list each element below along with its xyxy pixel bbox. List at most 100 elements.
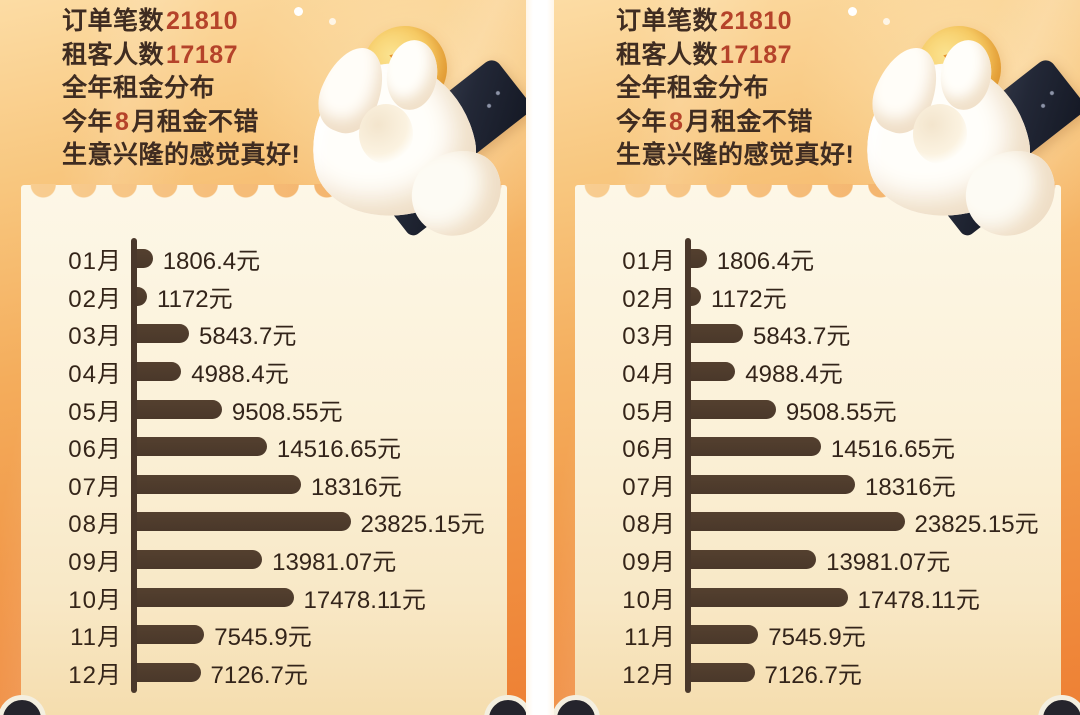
header-line: 全年租金分布 xyxy=(62,74,216,102)
chart-row: 08月 23825.15元 xyxy=(591,503,1038,541)
header-line: 今年8月租金不错 xyxy=(616,107,813,136)
month-label: 01月 xyxy=(68,248,122,276)
rent-bar xyxy=(690,362,736,382)
rent-value-label: 13981.07元 xyxy=(826,549,951,577)
panel-divider xyxy=(526,0,554,715)
chart-row: 04月 4988.4元 xyxy=(37,353,485,391)
rent-bar xyxy=(136,286,147,306)
month-label: 02月 xyxy=(68,285,122,313)
rent-value-label: 9508.55元 xyxy=(231,398,343,426)
chart-row: 02月 1172元 xyxy=(591,278,1039,316)
chart-row: 05月 9508.55元 xyxy=(591,390,1039,428)
month-label: 07月 xyxy=(622,473,676,501)
chart-row: 01月 1806.4元 xyxy=(37,240,485,278)
rent-stats-panel: 订单笔数21810 租客人数17187 全年租金分布今年8月租金不错生意兴隆的感觉真… xyxy=(0,0,526,715)
rent-value-label: 7126.7元 xyxy=(210,661,308,689)
rent-value-label: 7126.7元 xyxy=(764,661,862,689)
header-line: 生意兴隆的感觉真好! xyxy=(616,141,855,169)
header-line: 租客人数17187 xyxy=(62,40,239,69)
rent-value-label: 4988.4元 xyxy=(191,361,289,389)
rent-value-label: 5843.7元 xyxy=(753,323,851,351)
rent-bar xyxy=(690,550,817,570)
stats-header: 订单笔数21810 租客人数17187 全年租金分布 今年8月租金不错 生意兴隆的感觉真… xyxy=(616,5,854,173)
rent-bar-chart: 01月 1806.4元 02月 1172元 03月 5843.7元 04月 4988.4元 05… xyxy=(591,238,1039,693)
rent-stats-panel: 订单笔数21810 租客人数17187 全年租金分布 今年8月租金不错 生意兴隆的感觉真… xyxy=(554,0,1080,715)
rent-bar xyxy=(136,512,351,532)
rent-value-label: 13981.07元 xyxy=(272,549,397,577)
chart-row: 10月 17478.11元 xyxy=(37,578,485,616)
rent-bar xyxy=(690,437,821,457)
chart-row: 03月 5843.7元 xyxy=(37,315,485,353)
rent-bar xyxy=(690,249,707,269)
rent-bar xyxy=(690,324,743,344)
month-label: 10月 xyxy=(68,586,122,614)
rent-value-label: 4988.4元 xyxy=(745,361,843,389)
coin-hand-illustration: ¥ xyxy=(850,6,1080,252)
month-label: 11月 xyxy=(624,624,676,652)
rent-value-label: 17478.11元 xyxy=(303,586,426,614)
month-label: 04月 xyxy=(68,361,122,389)
sparkle-dot-icon xyxy=(294,7,303,16)
receipt-card: 01月 1806.4元 02月 1172元 03月 5843.7元 04月 4988.4元 05… xyxy=(21,184,507,715)
chart-row: 09月 13981.07元 xyxy=(37,541,485,579)
rent-bar xyxy=(136,550,263,570)
rent-value-label: 17478.11元 xyxy=(857,586,980,614)
rent-value-label: 7545.9元 xyxy=(214,624,312,652)
rent-bar xyxy=(136,474,301,494)
rent-value-label: 14516.65元 xyxy=(276,436,401,464)
chart-row: 08月 23825.15元 xyxy=(37,503,484,541)
header-line: 订单笔数21810 xyxy=(62,7,239,35)
month-label: 10月 xyxy=(622,586,676,614)
month-label: 02月 xyxy=(622,285,676,313)
rent-bar xyxy=(690,625,759,645)
hand-shadow-shape xyxy=(359,104,413,164)
header-line: 订单笔数21810 xyxy=(616,7,793,35)
rent-bar xyxy=(136,324,189,344)
rent-bar xyxy=(136,587,294,607)
chart-axis-line xyxy=(685,238,691,693)
month-label: 09月 xyxy=(68,549,122,577)
rent-bar xyxy=(690,662,755,682)
chart-row: 12月 7126.7元 xyxy=(591,654,1039,692)
month-label: 01月 xyxy=(622,248,676,276)
rent-bar xyxy=(136,362,182,382)
header-line: 生意兴隆的感觉真好! xyxy=(62,141,301,169)
header-number: 8 xyxy=(115,107,130,136)
header-number: 21810 xyxy=(720,7,793,35)
month-label: 07月 xyxy=(68,473,122,501)
header-number: 17187 xyxy=(166,40,239,69)
rent-value-label: 1172元 xyxy=(711,285,787,313)
chart-row: 02月 1172元 xyxy=(37,278,485,316)
chart-row: 03月 5843.7元 xyxy=(591,315,1039,353)
month-label: 06月 xyxy=(68,436,122,464)
chart-row: 11月 7545.9元 xyxy=(591,616,1039,654)
month-label: 12月 xyxy=(68,661,122,689)
chart-row: 12月 7126.7元 xyxy=(37,654,485,692)
rent-value-label: 9508.55元 xyxy=(785,398,897,426)
rent-value-label: 1172元 xyxy=(157,285,233,313)
chart-row: 11月 7545.9元 xyxy=(37,616,485,654)
rent-value-label: 1806.4元 xyxy=(716,248,815,276)
chart-rows: 01月 1806.4元 02月 1172元 03月 5843.7元 04月 4988.4元 05… xyxy=(37,240,485,692)
month-label: 03月 xyxy=(68,323,122,351)
header-line: 全年租金分布 xyxy=(616,74,770,102)
rent-bar xyxy=(690,399,776,419)
coin-hand-illustration: ¥ xyxy=(296,6,526,252)
month-label: 12月 xyxy=(622,661,676,689)
header-line: 今年8月租金不错 xyxy=(62,107,259,136)
month-label: 09月 xyxy=(622,549,676,577)
rent-value-label: 7545.9元 xyxy=(768,624,866,652)
month-label: 05月 xyxy=(68,398,122,426)
rent-bar xyxy=(136,662,201,682)
rent-value-label: 18316元 xyxy=(311,473,402,501)
month-label: 06月 xyxy=(622,436,676,464)
sparkle-dot-icon xyxy=(883,18,890,25)
month-label: 05月 xyxy=(622,398,676,426)
rent-bar xyxy=(690,512,905,532)
chart-row: 05月 9508.55元 xyxy=(37,390,485,428)
chart-row: 09月 13981.07元 xyxy=(591,541,1039,579)
hand-shadow-shape xyxy=(913,104,967,164)
month-label: 08月 xyxy=(68,511,122,539)
rent-bar xyxy=(690,286,701,306)
